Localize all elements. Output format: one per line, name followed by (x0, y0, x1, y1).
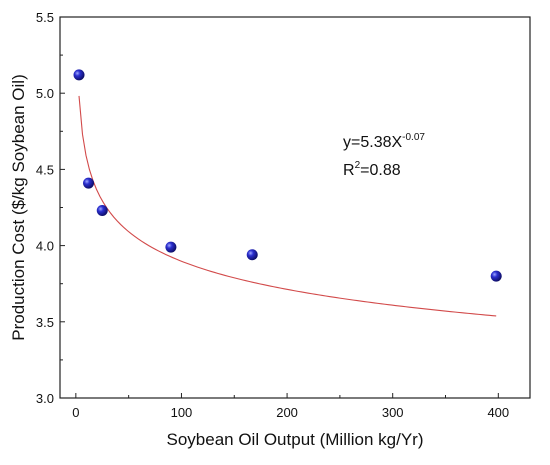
data-points (73, 69, 502, 282)
data-point (246, 249, 258, 261)
data-point (83, 177, 95, 189)
r2-prefix: R (343, 162, 355, 179)
y-tick-label: 5.5 (36, 10, 54, 25)
x-tick-label: 100 (171, 405, 193, 420)
y-tick-label: 4.0 (36, 239, 54, 254)
tick-labels: 0 100 200 300 400 3.0 3.5 4.0 4.5 5.0 5.5 (36, 10, 509, 420)
y-tick-label: 3.0 (36, 391, 54, 406)
y-tick-label: 4.5 (36, 162, 54, 177)
y-axis-title: Production Cost ($/kg Soybean Oil) (9, 74, 28, 340)
y-tick-label: 5.0 (36, 86, 54, 101)
fit-equation-exponent: -0.07 (402, 132, 425, 143)
y-tick-label: 3.5 (36, 315, 54, 330)
fit-curve (78, 95, 497, 317)
data-point (165, 241, 177, 253)
data-point (73, 69, 85, 81)
data-point (96, 205, 108, 217)
r2-value: =0.88 (360, 162, 401, 179)
r2-superscript: 2 (355, 160, 361, 171)
x-axis-title: Soybean Oil Output (Million kg/Yr) (167, 430, 424, 449)
x-tick-label: 0 (72, 405, 79, 420)
fit-equation: y=5.38X-0.07 (343, 132, 425, 151)
x-tick-label: 200 (276, 405, 298, 420)
data-point (490, 270, 502, 282)
x-tick-label: 400 (487, 405, 509, 420)
x-tick-label: 300 (382, 405, 404, 420)
fit-equation-base: y=5.38X (343, 134, 402, 151)
plot-frame (59, 16, 531, 399)
fit-r-squared: R2=0.88 (343, 160, 401, 179)
axis-ticks (60, 16, 499, 399)
